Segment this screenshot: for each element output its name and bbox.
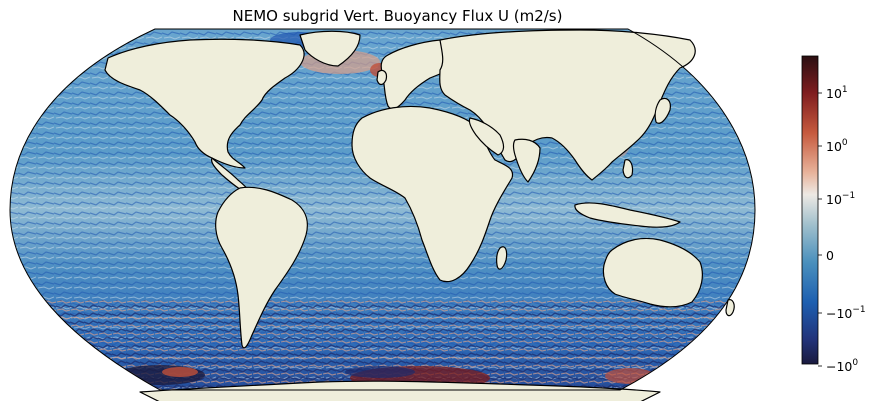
world-map xyxy=(9,28,756,401)
chart-title: NEMO subgrid Vert. Buoyancy Flux U (m2/s… xyxy=(232,7,563,25)
asia xyxy=(439,29,696,181)
new-zealand xyxy=(725,299,735,317)
colorbar-ticks: 101 100 10−1 0 −10−1 −100 xyxy=(818,85,866,374)
antarctica xyxy=(139,380,661,401)
colorbar-tick-label: 0 xyxy=(826,248,834,263)
land-masses xyxy=(104,29,735,401)
british-isles xyxy=(376,69,388,86)
japan xyxy=(654,97,671,124)
philippines xyxy=(622,159,634,179)
map-boundary xyxy=(9,28,756,391)
colorbar-tick-label: 101 xyxy=(826,85,848,101)
greenland xyxy=(299,30,361,67)
colorbar-gradient xyxy=(801,55,819,365)
colorbar-tick-label: 10−1 xyxy=(826,191,855,207)
india xyxy=(512,138,541,183)
australia xyxy=(602,237,703,308)
colorbar-tick-label: −100 xyxy=(826,358,858,374)
ocean-field xyxy=(10,29,755,390)
colorbar-tick-label: 100 xyxy=(826,138,848,154)
south-america xyxy=(215,186,308,349)
arabian-peninsula xyxy=(468,117,505,156)
colorbar-tick-label: −10−1 xyxy=(826,305,866,321)
north-america xyxy=(104,38,305,169)
indonesia xyxy=(574,202,681,228)
madagascar xyxy=(496,246,508,270)
